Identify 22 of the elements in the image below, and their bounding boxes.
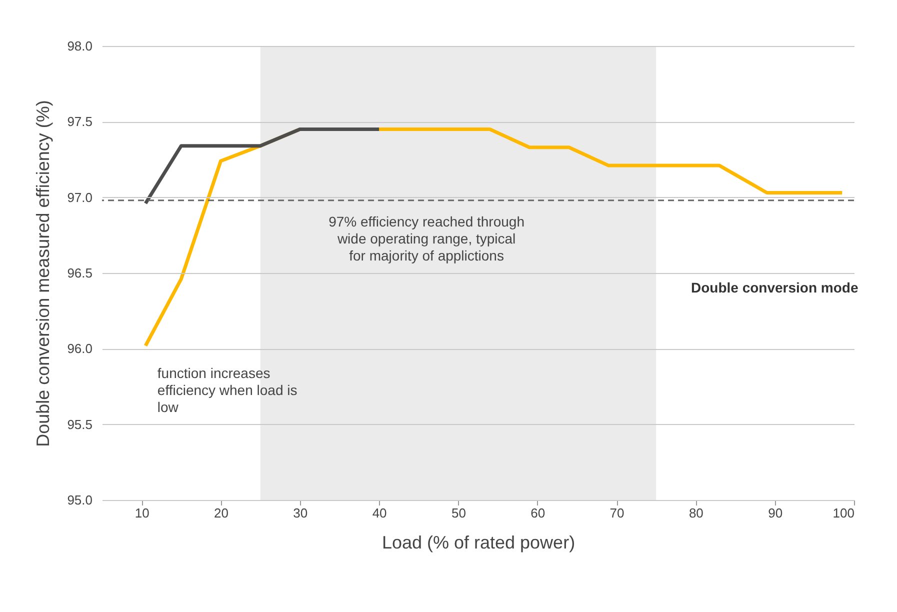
x-tick-label: 60 [530,506,546,520]
x-tick-label: 100 [832,506,854,520]
y-tick-label: 95.0 [67,492,92,508]
annotation: 97% efficiency reached through wide operating range, typical for majority of applictions [328,213,524,264]
x-axis-title: Load (% of rated power) [382,532,576,552]
x-tick-label: 30 [293,506,308,520]
x-tick-label: 50 [451,506,466,520]
y-tick-label: 97.0 [67,190,92,205]
x-tick-label: 40 [372,506,387,520]
y-axis-title: Double conversion measured efficiency (%) [33,100,54,447]
y-tick-label: 98.0 [67,38,92,54]
y-tick-label: 96.5 [67,266,92,280]
y-tick-label: 96.0 [67,341,92,356]
x-tick-label: 80 [688,506,704,520]
annotation: function increases efficiency when load is low [157,364,298,415]
y-tick-label: 95.5 [67,416,92,432]
y-tick-label: 97.5 [67,114,92,130]
text: Double conversion mode [691,280,858,296]
x-tick-label: 20 [214,506,228,520]
x-tick-label: 10 [134,506,150,520]
x-tick-label: 90 [768,506,783,520]
x-tick-label: 70 [610,506,624,520]
